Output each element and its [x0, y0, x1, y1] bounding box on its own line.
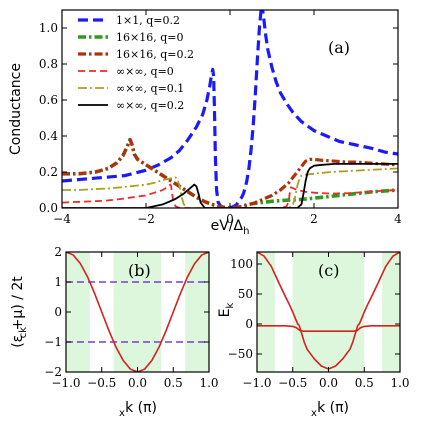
panel-a: −4 −2 0 2 4 0.0 0.2 0.4 0.6 0.8 1.0 (a) Conductanc…: [8, 9, 402, 237]
panel-a-xtick-label: 0: [226, 212, 234, 226]
panel-b-ytick-label: −1: [44, 335, 62, 349]
panel-b-ticks: −1.0 −0.5 0.0 0.5 1.0 −2 −1 0 1 2: [44, 245, 218, 390]
panel-c-shaded-band: [292, 252, 365, 372]
panel-c-shaded-regions: [257, 252, 400, 372]
panel-c-ylabel-main: E: [217, 308, 233, 317]
panel-a-ylabel: Conductance: [8, 63, 24, 155]
panel-b-series-group: [66, 252, 209, 372]
panel-a-ytick-label: 0.2: [39, 165, 58, 179]
panel-c-xtick-label: 1.0: [390, 376, 409, 390]
legend-label: 1×1, q=0.2: [116, 14, 180, 27]
panel-a-series-line-2: [62, 137, 398, 208]
panel-a-xlabel-main: eV/Δ: [211, 218, 244, 234]
panel-a-series-line-3: [62, 138, 398, 208]
panel-a-series-line-4: [62, 183, 398, 208]
panel-a-label: (a): [328, 38, 350, 57]
legend-label: ∞×∞, q=0.1: [116, 82, 184, 95]
panel-b-xtick-label: −0.5: [87, 376, 116, 390]
panel-a-xtick-label: −4: [53, 212, 71, 226]
panel-b-ytick-label: 0: [54, 305, 62, 319]
panel-c-xtick-label: −0.5: [278, 376, 307, 390]
panel-a-ytick-label: 0.0: [39, 201, 58, 215]
panel-b-label: (b): [128, 261, 151, 280]
panel-a-series-line-5: [62, 167, 398, 208]
panel-c-xtick-label: 0.0: [319, 376, 338, 390]
panel-a-ytick-label: 0.4: [39, 129, 58, 143]
panel-a-ytick-label: 0.8: [39, 57, 58, 71]
panel-c-shaded-band: [257, 252, 275, 372]
panel-a-legend: 1×1, q=0.2 16×16, q=0 16×16, q=0.2 ∞×∞, q=0…: [78, 14, 194, 112]
panel-a-series-line-6: [62, 163, 398, 208]
panel-a-plot-area: [62, 10, 398, 208]
panel-c-ylabel-subscript: k: [225, 302, 236, 308]
legend-label: 16×16, q=0: [116, 31, 183, 44]
panel-b-xlabel: k (π)x: [119, 400, 157, 419]
panel-b-ytick-label: 1: [54, 275, 62, 289]
panel-b-ytick-label: 2: [54, 245, 62, 259]
panel-b-ylabel-subscript: ck: [18, 327, 29, 338]
panel-a-ytick-label: 1.0: [39, 21, 58, 35]
panel-b-xlabel-main: k (π): [125, 400, 157, 416]
legend-label: ∞×∞, q=0.2: [116, 99, 184, 112]
panel-c-ytick-label: 50: [238, 287, 253, 301]
panel-a-ticks: −4 −2 0 2 4 0.0 0.2 0.4 0.6 0.8 1.0: [39, 10, 402, 226]
panel-c-xlabel: k (π)x: [311, 400, 349, 419]
panel-a-xtick-label: 4: [394, 212, 402, 226]
panel-b-xtick-label: 0.0: [128, 376, 147, 390]
panel-c-xtick-label: −1.0: [242, 376, 271, 390]
panel-c-ticks: −1.0 −0.5 0.0 0.5 1.0 −50 0 50 100: [228, 252, 410, 390]
panel-b: −1.0 −0.5 0.0 0.5 1.0 −2 −1 0 1 2 (b) (ε +μ) / 2t…: [10, 245, 219, 419]
panel-c-ytick-label: −50: [228, 347, 253, 361]
panel-c-series-line-1: [257, 252, 300, 326]
panel-b-shaded-band: [113, 252, 162, 372]
panel-c-xlabel-main: k (π): [317, 400, 349, 416]
panel-c-ytick-label: 0: [245, 317, 253, 331]
panel-b-series-line-1: [66, 252, 209, 372]
panel-c-xlabel-subscript: x: [311, 408, 317, 419]
legend-label: ∞×∞, q=0: [116, 65, 174, 78]
panel-a-series-line-1: [62, 10, 398, 208]
panel-a-xtick-label: 2: [310, 212, 318, 226]
panel-c-shaded-band: [382, 252, 400, 372]
panel-c-xtick-label: 0.5: [355, 376, 374, 390]
panel-c: −1.0 −0.5 0.0 0.5 1.0 −50 0 50 100 (c) Ek k (π)x: [217, 251, 410, 419]
panel-b-xlabel-subscript: x: [119, 408, 125, 419]
panel-a-ytick-label: 0.6: [39, 93, 58, 107]
legend-label: 16×16, q=0.2: [116, 48, 194, 61]
panel-c-series-line-3: [357, 252, 400, 326]
panel-b-ylabel: (ε +μ) / 2tck: [10, 276, 29, 348]
panel-a-series-group: [62, 10, 398, 208]
panel-a-xtick-label: −2: [137, 212, 155, 226]
panel-a-xlabel: eV/Δh: [211, 218, 250, 237]
panel-c-series-line-4: [257, 325, 400, 332]
panel-b-xtick-label: 1.0: [199, 376, 218, 390]
panel-b-ylabel-main: (ε +μ) / 2t: [10, 276, 26, 348]
panel-c-label: (c): [318, 261, 339, 280]
panel-a-xlabel-subscript: h: [243, 226, 249, 237]
panel-b-ytick-label: −2: [44, 365, 62, 379]
panel-b-xtick-label: −1.0: [51, 376, 80, 390]
panel-c-ytick-label: 100: [230, 257, 253, 271]
panel-b-xtick-label: 0.5: [164, 376, 183, 390]
panel-b-plot-area: [66, 252, 209, 372]
panel-c-ylabel: Ek: [217, 302, 236, 317]
